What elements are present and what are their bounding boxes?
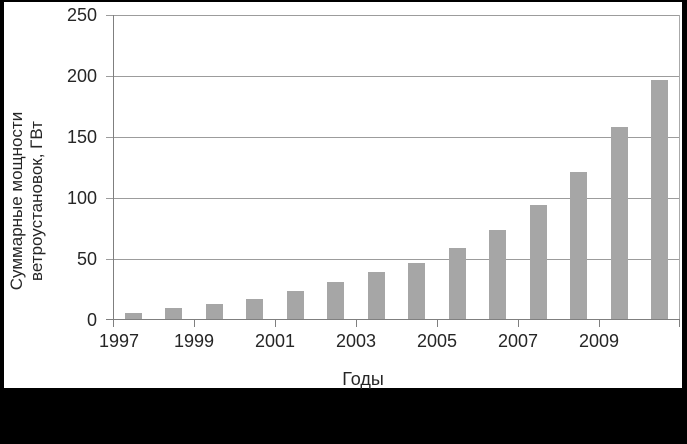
chart-panel: Суммарные мощности ветроустановок, ГВт 0…	[4, 2, 682, 389]
x-tick-label-1997: 1997	[98, 331, 140, 351]
bar-2002	[327, 282, 345, 319]
y-axis-line	[113, 15, 114, 320]
x-axis-tick-7	[679, 320, 680, 327]
x-axis-tick-5	[518, 320, 519, 327]
x-tick-label-2001: 2001	[254, 331, 296, 351]
x-tick-label-2007: 2007	[497, 331, 539, 351]
x-axis-tick-1	[194, 320, 195, 327]
x-tick-label-2003: 2003	[335, 331, 377, 351]
x-axis-tick-4	[437, 320, 438, 327]
y-tick-label-200: 200	[66, 66, 97, 86]
gridline-200	[106, 76, 680, 77]
y-tick-label-250: 250	[66, 5, 97, 25]
bar-2001	[286, 290, 304, 319]
x-tick-label-2005: 2005	[416, 331, 458, 351]
x-axis-tick-3	[356, 320, 357, 327]
gridline-250	[106, 15, 680, 16]
y-tick-label-100: 100	[66, 188, 97, 208]
bar-2009	[610, 127, 628, 319]
gridline-50	[106, 259, 680, 260]
bar-2010	[651, 79, 669, 319]
y-tick-label-0: 0	[86, 310, 97, 330]
plot-border-right	[679, 15, 680, 320]
y-tick-label-50: 50	[76, 249, 97, 269]
y-axis-title-line1: Суммарные мощности	[7, 111, 26, 291]
bar-1998	[165, 307, 183, 319]
x-tick-label-2009: 2009	[578, 331, 620, 351]
x-tick-label-1999: 1999	[173, 331, 215, 351]
bar-2008	[570, 172, 588, 319]
plot-area	[106, 15, 680, 327]
bar-2000	[246, 299, 264, 319]
bar-2004	[408, 262, 426, 319]
x-axis-tick-0	[113, 320, 114, 327]
x-axis-tick-2	[275, 320, 276, 327]
bar-1997	[124, 312, 142, 319]
bar-1999	[205, 304, 223, 319]
x-axis-title: Годы	[342, 369, 384, 389]
bar-2006	[489, 229, 507, 319]
gridline-100	[106, 198, 680, 199]
bar-2007	[529, 205, 547, 319]
x-axis-line	[106, 319, 680, 320]
x-axis-tick-6	[599, 320, 600, 327]
y-tick-label-150: 150	[66, 127, 97, 147]
gridline-150	[106, 137, 680, 138]
bar-2003	[367, 272, 385, 319]
bar-2005	[448, 248, 466, 319]
